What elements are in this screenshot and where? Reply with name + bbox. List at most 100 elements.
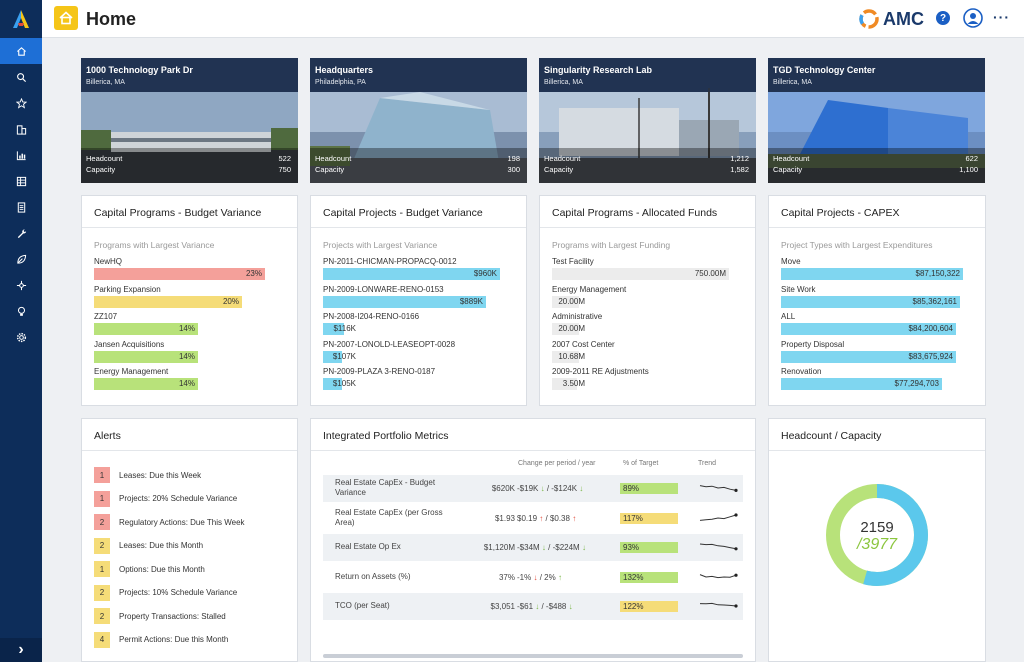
bar-list: NewHQ 23% Parking Expansion 20% ZZ107 14% Jans… bbox=[94, 256, 287, 394]
bar-row[interactable]: Parking Expansion 20% bbox=[94, 284, 287, 312]
facility-city: Billerica, MA bbox=[544, 79, 583, 86]
donut-segment-headcount bbox=[826, 484, 928, 586]
alert-text: Leases: Due this Month bbox=[119, 541, 204, 550]
bar-row[interactable]: Administrative 20.00M bbox=[552, 311, 745, 339]
more-options-icon[interactable]: ··· bbox=[993, 9, 1010, 25]
alert-item[interactable]: 4 Permit Actions: Due this Month bbox=[94, 631, 228, 648]
bar-row[interactable]: Energy Management 14% bbox=[94, 366, 287, 394]
sidebar-item-lightbulb[interactable] bbox=[0, 298, 42, 324]
facility-card[interactable]: Headquarters Philadelphia, PA Headcount 198… bbox=[310, 58, 527, 183]
metric-row[interactable]: Real Estate CapEx (per Gross Area) $1.93 $… bbox=[323, 505, 743, 532]
alert-item[interactable]: 1 Projects: 20% Schedule Variance bbox=[94, 490, 237, 507]
alert-text: Options: Due this Month bbox=[119, 564, 205, 574]
bar-row[interactable]: Property Disposal $83,675,924 bbox=[781, 339, 975, 367]
bar-track: $105K bbox=[323, 378, 516, 390]
bar-row[interactable]: 2007 Cost Center 10.68M bbox=[552, 339, 745, 367]
metric-row[interactable]: Real Estate CapEx - Budget Variance $620K… bbox=[323, 475, 743, 502]
alert-item[interactable]: 2 Projects: 10% Schedule Variance bbox=[94, 584, 237, 601]
bar-row[interactable]: Site Work $85,362,161 bbox=[781, 284, 975, 312]
bar-fill bbox=[781, 378, 942, 390]
facility-photo bbox=[768, 58, 985, 183]
lightbulb-icon bbox=[17, 306, 25, 316]
alert-count-badge: 2 bbox=[94, 514, 110, 530]
bar-row[interactable]: PN-2011-CHICMAN-PROPACQ-0012 $960K bbox=[323, 256, 516, 284]
panel-title: Capital Programs - Budget Variance bbox=[94, 207, 262, 219]
change-separator: / bbox=[539, 602, 546, 611]
table-icon bbox=[16, 176, 26, 186]
bar-row[interactable]: ZZ107 14% bbox=[94, 311, 287, 339]
change-year: -$488 bbox=[545, 602, 567, 611]
home-icon[interactable] bbox=[54, 6, 78, 30]
bar-fill bbox=[781, 323, 956, 335]
change-arrow-icon: ↓ bbox=[581, 543, 586, 552]
bar-row[interactable]: PN-2009-LONWARE-RENO-0153 $889K bbox=[323, 284, 516, 312]
panel-subtitle: Projects with Largest Variance bbox=[323, 240, 438, 250]
bar-row[interactable]: ALL $84,200,604 bbox=[781, 311, 975, 339]
alert-item[interactable]: 2 Property Transactions: Stalled bbox=[94, 608, 226, 624]
bar-fill bbox=[323, 268, 500, 280]
sparkline-path bbox=[699, 485, 737, 491]
bar-track: $889K bbox=[323, 295, 516, 308]
metric-row[interactable]: Return on Assets (%) 37% -1% ↓ / 2% ↑ 132% bbox=[323, 564, 743, 591]
horizontal-scrollbar[interactable] bbox=[323, 654, 743, 658]
alert-text: Property Transactions: Stalled bbox=[119, 611, 226, 621]
bar-track: 23% bbox=[94, 268, 287, 280]
bar-row[interactable]: 2009-2011 RE Adjustments 3.50M bbox=[552, 366, 745, 394]
bar-row[interactable]: PN-2007-LONOLD-LEASEOPT-0028 $107K bbox=[323, 339, 516, 367]
sidebar-item-document[interactable] bbox=[0, 194, 42, 220]
bar-row[interactable]: NewHQ 23% bbox=[94, 256, 287, 284]
facility-card[interactable]: Singularity Research Lab Billerica, MA Hea… bbox=[539, 58, 756, 183]
sidebar-item-gear[interactable] bbox=[0, 324, 42, 350]
app-logo[interactable] bbox=[0, 0, 42, 38]
facility-headcount: Headcount 522 bbox=[86, 154, 291, 163]
sidebar-item-search[interactable] bbox=[0, 64, 42, 90]
sidebar: › bbox=[0, 0, 42, 662]
headcount-value: 522 bbox=[278, 154, 291, 163]
sidebar-item-network[interactable] bbox=[0, 272, 42, 298]
facility-card[interactable]: 1000 Technology Park Dr Billerica, MA Head… bbox=[81, 58, 298, 183]
bar-row[interactable]: Energy Management 20.00M bbox=[552, 284, 745, 312]
bar-row[interactable]: Test Facility 750.00M bbox=[552, 256, 745, 284]
sidebar-item-table[interactable] bbox=[0, 168, 42, 194]
capacity-label: Capacity bbox=[86, 165, 116, 174]
alert-item[interactable]: 1 Options: Due this Month bbox=[94, 561, 205, 577]
facility-city: Billerica, MA bbox=[86, 79, 125, 86]
alerts-panel: Alerts 1 Leases: Due this Week 1 Projects: … bbox=[81, 418, 298, 662]
sidebar-expand-button[interactable]: › bbox=[0, 638, 42, 662]
bar-row[interactable]: PN-2008-I204-RENO-0166 $116K bbox=[323, 311, 516, 339]
metric-value: $620K bbox=[491, 484, 515, 493]
sidebar-item-home[interactable] bbox=[0, 38, 42, 64]
bar-fill bbox=[323, 378, 342, 390]
bar-fill bbox=[323, 295, 486, 308]
sidebar-item-wrench[interactable] bbox=[0, 220, 42, 246]
metric-row[interactable]: Real Estate Op Ex $1,120M -$34M ↓ / -$224M… bbox=[323, 534, 743, 561]
help-icon[interactable]: ? bbox=[936, 11, 950, 25]
bar-fill bbox=[94, 268, 265, 280]
panel-divider bbox=[311, 227, 526, 228]
sidebar-item-leaf[interactable] bbox=[0, 246, 42, 272]
bar-list: PN-2011-CHICMAN-PROPACQ-0012 $960K PN-2009… bbox=[323, 256, 516, 394]
page-title: Home bbox=[86, 9, 137, 29]
capacity-value: 1,100 bbox=[959, 165, 978, 174]
alert-item[interactable]: 2 Regulatory Actions: Due This Week bbox=[94, 514, 245, 530]
bar-label: Move bbox=[781, 257, 801, 266]
sidebar-item-chart[interactable] bbox=[0, 142, 42, 168]
bar-row[interactable]: Move $87,150,322 bbox=[781, 256, 975, 284]
sidebar-item-building[interactable] bbox=[0, 116, 42, 142]
metric-row[interactable]: TCO (per Seat) $3,051 -$61 ↓ / -$488 ↓ 122% bbox=[323, 593, 743, 620]
headcount-label: Headcount bbox=[773, 154, 810, 163]
sidebar-item-star[interactable] bbox=[0, 90, 42, 116]
alert-item[interactable]: 1 Leases: Due this Week bbox=[94, 467, 201, 483]
bar-track: 14% bbox=[94, 350, 287, 363]
bar-value: $889K bbox=[459, 296, 483, 306]
capex-panel: Capital Projects - CAPEX Project Types w… bbox=[768, 195, 986, 406]
bar-fill bbox=[552, 323, 579, 335]
search-icon bbox=[16, 72, 26, 82]
alert-item[interactable]: 2 Leases: Due this Month bbox=[94, 537, 204, 554]
bar-row[interactable]: Jansen Acquisitions 14% bbox=[94, 339, 287, 367]
bar-row[interactable]: Renovation $77,294,703 bbox=[781, 366, 975, 394]
metric-change: -$61 ↓ / -$488 ↓ bbox=[517, 602, 573, 611]
user-avatar-icon[interactable] bbox=[963, 8, 983, 28]
bar-row[interactable]: PN-2009-PLAZA 3-RENO-0187 $105K bbox=[323, 366, 516, 394]
facility-card[interactable]: TGD Technology Center Billerica, MA Headco… bbox=[768, 58, 985, 183]
